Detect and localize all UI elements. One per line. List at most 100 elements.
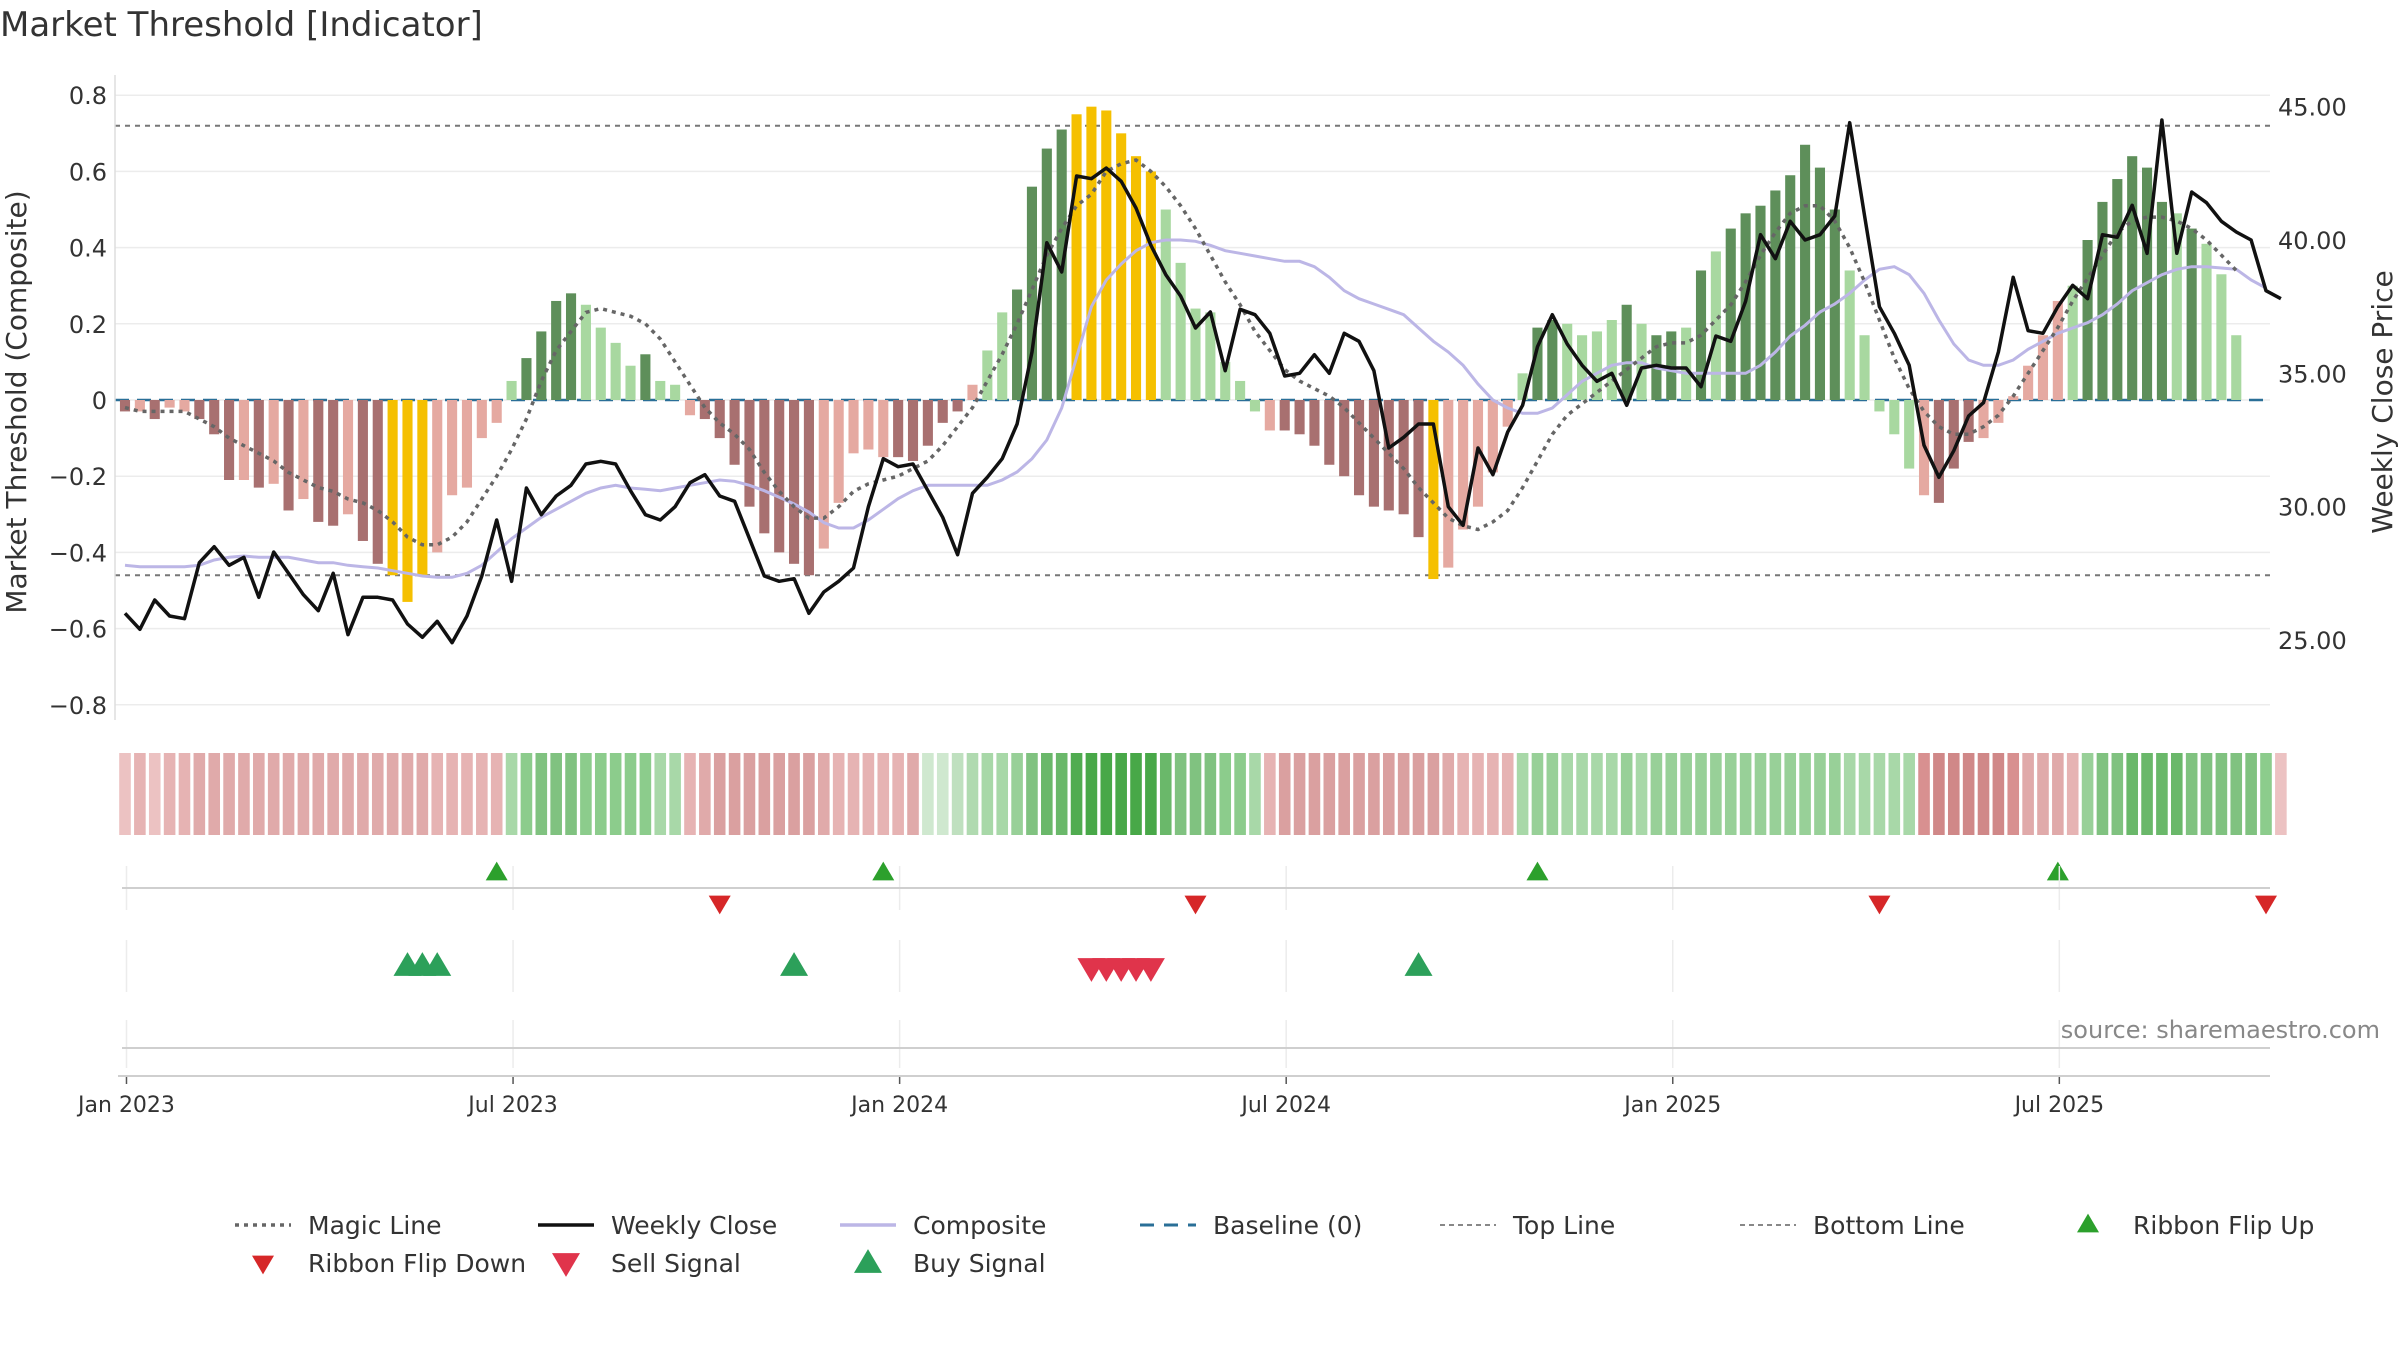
ribbon-cell <box>788 753 800 835</box>
composite-bar <box>506 380 517 400</box>
composite-bar <box>149 400 160 420</box>
ribbon-cell <box>1561 753 1573 835</box>
ribbon-flip-up-marker <box>485 861 508 881</box>
ribbon-cell <box>1055 753 1068 835</box>
composite-bar <box>878 400 889 458</box>
composite-bar <box>1487 400 1498 473</box>
composite-bar <box>1978 400 1989 439</box>
ribbon-cell <box>609 753 622 835</box>
ribbon-cell <box>2126 753 2138 835</box>
ribbon-cell <box>1724 753 1737 835</box>
ribbon-cell <box>2007 753 2020 835</box>
ribbon-flip-up-marker <box>872 861 895 881</box>
ribbon-cell <box>818 753 830 835</box>
ribbon-cell <box>1620 753 1633 835</box>
composite-bar <box>699 400 710 420</box>
ribbon-cell <box>936 753 949 835</box>
composite-bar <box>1591 331 1602 400</box>
ribbon-cell <box>134 753 146 835</box>
composite-line <box>124 238 2267 579</box>
composite-bar <box>1874 400 1885 412</box>
composite-bar <box>655 380 666 400</box>
composite-bars <box>119 106 2242 602</box>
composite-bar <box>1443 400 1454 568</box>
ribbon-cell <box>2141 753 2153 835</box>
composite-bar <box>684 400 696 416</box>
composite-bar <box>194 400 205 420</box>
axes: 0.8 0.6 0.4 0.2 0 −0.2 −0.4 −0.6 −0.8 45.00 40.00 3… <box>0 75 2399 720</box>
ribbon-cell <box>461 753 473 835</box>
composite-bar <box>1562 323 1573 400</box>
composite-bar <box>2008 396 2019 400</box>
composite-bar <box>1220 361 1231 400</box>
composite-bar <box>1904 400 1915 469</box>
composite-bar <box>565 293 577 400</box>
composite-bar <box>1502 400 1513 427</box>
composite-bar <box>1532 327 1543 400</box>
ribbon-cell <box>178 753 191 835</box>
ribbon-cell <box>892 753 904 835</box>
composite-bar <box>1547 320 1558 400</box>
composite-bar <box>447 400 458 496</box>
ribbon-flip-down-marker <box>2255 895 2277 915</box>
ribbon-cell <box>1293 753 1306 835</box>
composite-bar <box>1621 304 1632 400</box>
composite-bar <box>833 400 844 503</box>
y-left-tick-label: 0.8 <box>69 82 107 110</box>
ribbon-cell <box>847 753 860 835</box>
composite-bar <box>1517 373 1528 400</box>
composite-bar <box>729 400 740 465</box>
ribbon-cell <box>1680 753 1692 835</box>
legend-label: Composite <box>913 1211 1046 1240</box>
ribbon-cell <box>2260 753 2272 835</box>
composite-bar <box>907 400 919 461</box>
legend-item: Composite <box>840 1211 1046 1240</box>
composite-bar <box>1413 400 1424 538</box>
ribbon-cell <box>1249 753 1261 835</box>
composite-bar <box>2052 300 2063 400</box>
ribbon-cell <box>1145 753 1157 835</box>
ribbon-cell <box>357 753 369 835</box>
ribbon-cell <box>2066 753 2079 835</box>
legend-item: Magic Line <box>235 1211 442 1240</box>
ribbon-cell <box>2185 753 2198 835</box>
composite-bar <box>818 400 829 549</box>
ribbon-cell <box>996 753 1009 835</box>
ribbon-cell <box>1962 753 1975 835</box>
legend-item: Top Line <box>1440 1211 1615 1240</box>
ribbon-cell <box>1457 753 1469 835</box>
ribbon-cell <box>297 753 310 835</box>
composite-bar <box>2231 335 2242 400</box>
ribbon-flip-up-marker <box>1526 861 1549 881</box>
ribbon-cell <box>1308 753 1321 835</box>
chart-title: Market Threshold [Indicator] <box>0 5 483 45</box>
ribbon-cell <box>1829 753 1841 835</box>
legend: Magic Line Weekly Close Composite Baseline … <box>235 1211 2314 1278</box>
ribbon-cell <box>669 753 681 835</box>
composite-bar <box>848 400 859 454</box>
composite-bar <box>1993 400 2004 423</box>
composite-bar <box>536 331 547 400</box>
legend-label: Baseline (0) <box>1213 1211 1362 1240</box>
composite-bar <box>476 400 487 439</box>
composite-bar <box>803 400 814 576</box>
composite-bar <box>1353 400 1365 496</box>
x-tick-label: Jul 2024 <box>1239 1093 1331 1118</box>
composite-bar <box>863 400 874 450</box>
legend-label: Top Line <box>1512 1211 1615 1240</box>
legend-swatch <box>2077 1213 2099 1233</box>
ribbon-cell <box>119 753 131 835</box>
legend-item: Buy Signal <box>854 1249 1046 1278</box>
composite-bar <box>313 400 324 522</box>
ribbon-cell <box>713 753 726 835</box>
composite-bar <box>952 400 963 412</box>
y-left-axis-label: Market Threshold (Composite) <box>0 190 33 613</box>
ribbon-cell <box>342 753 354 835</box>
y-right-tick-label: 30.00 <box>2278 494 2347 522</box>
composite-bar <box>670 384 681 400</box>
composite-bar <box>1130 156 1142 400</box>
ribbon-cell <box>2111 753 2124 835</box>
composite-bar <box>1889 400 1900 435</box>
ribbon-cell <box>1977 753 1990 835</box>
